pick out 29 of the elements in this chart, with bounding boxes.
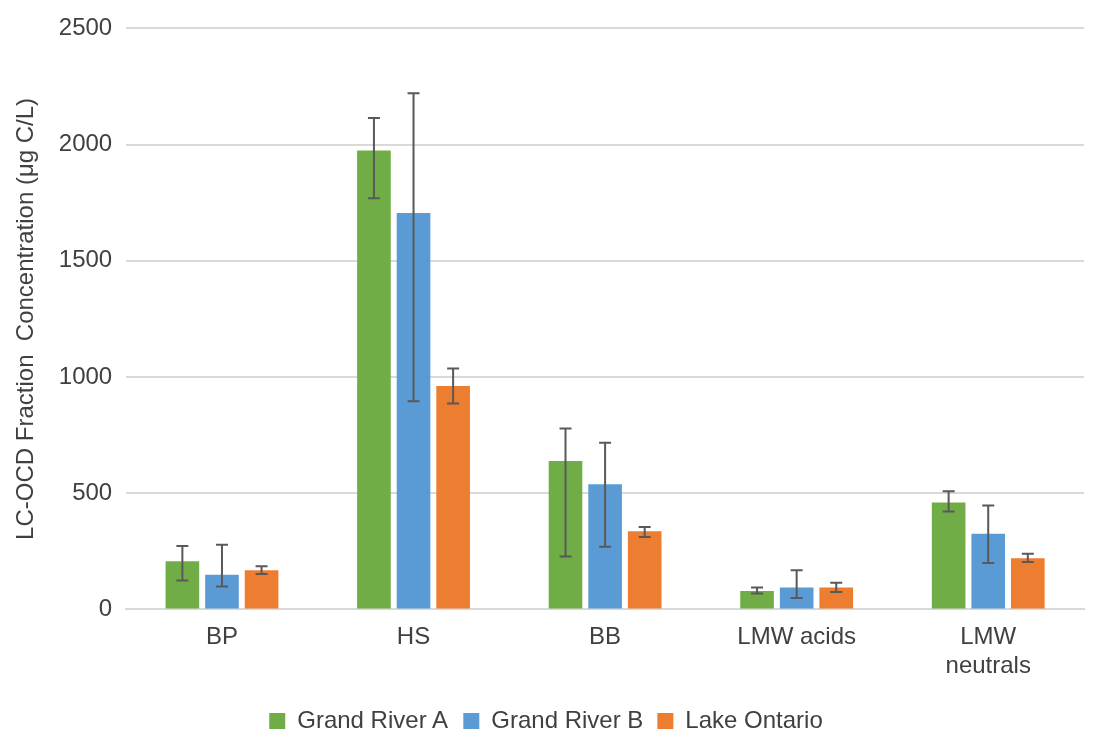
y-tick-label: 500 bbox=[72, 477, 113, 505]
bar bbox=[396, 212, 431, 609]
y-tick-label: 1500 bbox=[58, 245, 113, 273]
legend-label: Grand River B bbox=[491, 705, 644, 733]
y-tick-label: 1000 bbox=[58, 361, 113, 389]
y-tick-label: 0 bbox=[98, 594, 113, 622]
x-tick-label: BB bbox=[589, 622, 622, 650]
y-tick-label: 2500 bbox=[58, 13, 113, 41]
bar bbox=[205, 574, 239, 609]
bar bbox=[436, 386, 470, 609]
bar bbox=[971, 533, 1006, 609]
bar bbox=[627, 531, 662, 609]
legend-label: Grand River A bbox=[297, 705, 448, 733]
x-tick-label: BP bbox=[205, 622, 238, 650]
bar bbox=[819, 587, 854, 609]
bar bbox=[548, 460, 583, 609]
bar bbox=[931, 502, 966, 609]
x-tick-label: LMW acids bbox=[737, 622, 856, 650]
y-tick-label: 2000 bbox=[58, 129, 113, 157]
bar bbox=[244, 570, 279, 609]
bar bbox=[1010, 558, 1045, 609]
bar bbox=[357, 150, 391, 609]
x-tick-label: HS bbox=[396, 622, 431, 650]
bar bbox=[588, 484, 622, 609]
legend-label: Lake Ontario bbox=[685, 705, 823, 733]
x-tick-label: LMW neutrals bbox=[945, 622, 1031, 679]
y-axis-title: LC-OCD Fraction Concentration (μg C/L) bbox=[11, 97, 39, 540]
bar bbox=[165, 561, 200, 609]
bar bbox=[740, 591, 774, 609]
